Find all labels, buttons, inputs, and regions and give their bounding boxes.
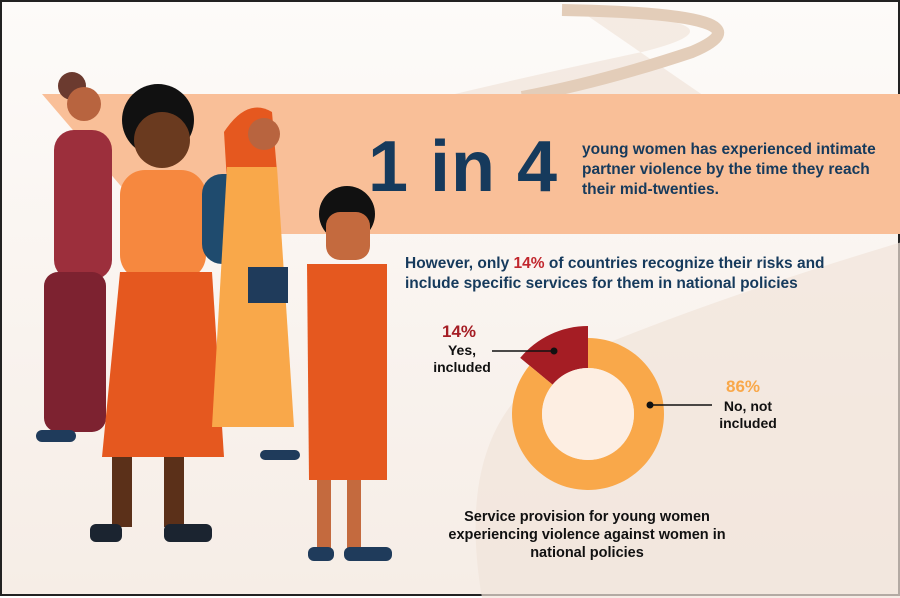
donut-slice-yes (520, 326, 588, 385)
data-label-yes-value: 14% (442, 322, 477, 341)
woman-figure-burgundy (36, 72, 112, 442)
donut-hole (542, 368, 634, 460)
data-label-no: No, not included (719, 398, 777, 431)
leader-dot-no (646, 401, 654, 409)
chart-title: Service provision for young women experi… (448, 509, 726, 561)
leader-dot-yes (550, 347, 558, 355)
subhead-highlight: 14% (513, 255, 545, 272)
headline-stat: 1 in 4 (368, 127, 559, 207)
data-label-no-value: 86% (726, 377, 761, 396)
donut-chart (511, 326, 664, 490)
subheadline: However, only 14% of countries recognize… (405, 254, 875, 294)
subhead-before: However, only (405, 255, 514, 272)
woman-figure-hijab (202, 107, 300, 460)
road-top (520, 4, 724, 103)
girl-figure (307, 186, 392, 561)
subhead-after: of countries recognize their risks and i… (405, 255, 825, 292)
woman-figure-orange (90, 84, 224, 542)
data-label-yes: Yes, included (433, 342, 491, 375)
headline-text: young women has experienced intimate par… (582, 141, 876, 198)
donut-slice-no (511, 338, 664, 490)
